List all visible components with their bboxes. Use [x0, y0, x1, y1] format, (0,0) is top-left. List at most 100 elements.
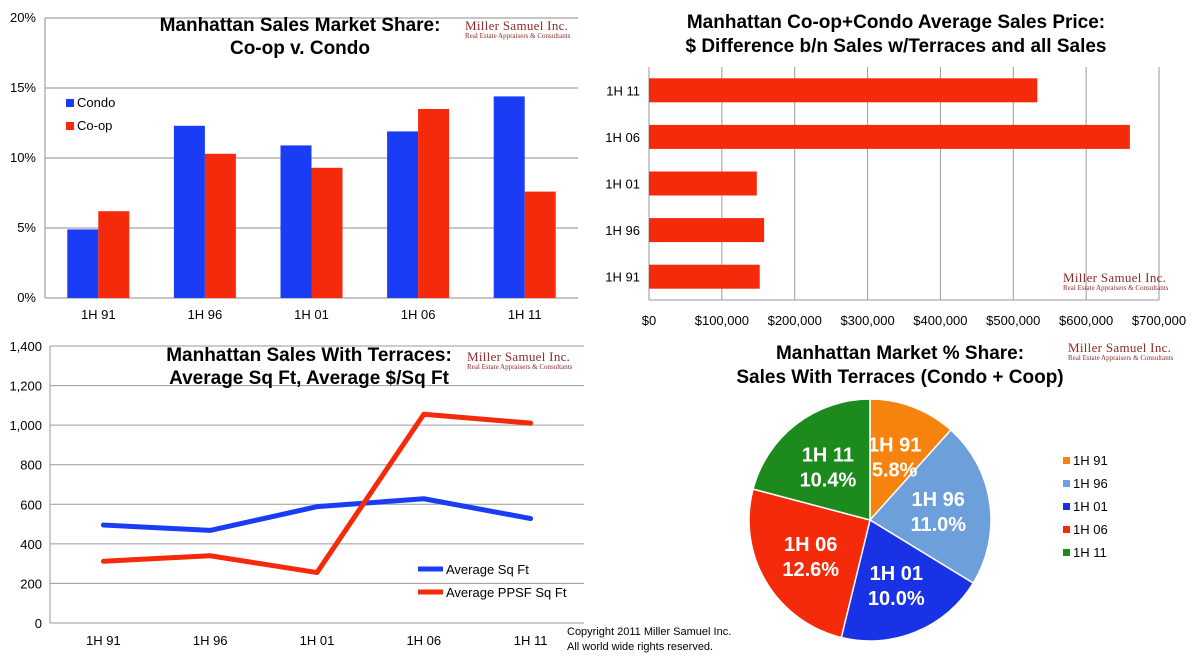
- chart-axis-labels: $0 $100,000 $200,000 $300,000 $400,000 $500,0…: [605, 83, 1186, 328]
- slice-label-1h-01: 1H 01: [870, 563, 923, 585]
- bar-1h-96: [649, 218, 765, 243]
- slice-value-1h-06: 12.6%: [782, 559, 839, 581]
- logo-name: Miller Samuel Inc.: [467, 349, 570, 364]
- bar-co-op-1h-11: [524, 191, 556, 298]
- pie-slices: [748, 398, 992, 642]
- y-tick-label: 0: [35, 616, 42, 631]
- y-tick-label: 1,000: [9, 418, 42, 433]
- legend-label: 1H 96: [1073, 476, 1108, 491]
- bar-co-op-1h-01: [311, 167, 343, 298]
- slice-label-1h-96: 1H 96: [912, 489, 965, 511]
- slice-value-1h-91: 5.8%: [872, 460, 918, 482]
- chart-title-line2: Co-op v. Condo: [230, 38, 370, 59]
- bar-condo-1h-06: [387, 131, 419, 298]
- y-tick-label: 20%: [10, 10, 36, 25]
- terrace-premium-bar-chart: $0 $100,000 $200,000 $300,000 $400,000 $500,0…: [605, 12, 1186, 328]
- x-tick-label: $500,000: [986, 313, 1040, 328]
- bar-1h-06: [649, 124, 1130, 149]
- chart-title-line1: Manhattan Co-op+Condo Average Sales Pric…: [687, 12, 1105, 33]
- legend-swatch: [1063, 480, 1070, 487]
- slice-label-1h-11: 1H 11: [802, 444, 854, 466]
- market-share-bar-chart: 0% 5% 10% 15% 20% 1H 91 1H 96 1H 01 1H 06 1H 11 C…: [10, 10, 578, 322]
- slice-1h-91: [869, 398, 952, 522]
- chart-title-line2: Average Sq Ft, Average $/Sq Ft: [169, 368, 449, 389]
- slice-label-1h-06: 1H 06: [784, 534, 837, 556]
- terraces-line-chart: 0 200 400 600 800 1,000 1,200 1,400 1H 91 1H 96 1H…: [9, 339, 584, 648]
- x-tick-label: 1H 91: [86, 633, 121, 648]
- copyright-line2: All world wide rights reserved.: [567, 641, 714, 653]
- legend-swatch: [66, 99, 74, 107]
- legend-label: 1H 11: [1073, 545, 1107, 560]
- logo-name: Miller Samuel Inc.: [1068, 340, 1171, 355]
- x-tick-label: $600,000: [1059, 313, 1113, 328]
- x-tick-label: 1H 06: [401, 307, 436, 322]
- chart-title-line1: Manhattan Market % Share:: [776, 343, 1024, 364]
- chart-title-line2: $ Difference b/n Sales w/Terraces and al…: [685, 36, 1106, 57]
- legend-label: Co-op: [77, 118, 112, 133]
- bar-condo-1h-11: [493, 96, 525, 299]
- pie-labels: 1H 91 5.8% 1H 96 11.0% 1H 01 10.0% 1H 06 12.6% 1…: [782, 435, 966, 610]
- legend-label: 1H 91: [1073, 453, 1108, 468]
- legend-label: Condo: [77, 95, 115, 110]
- slice-1h-06: [748, 488, 871, 639]
- x-tick-label: 1H 01: [300, 633, 335, 648]
- bar-condo-1h-96: [173, 125, 205, 298]
- y-tick-label: 1,400: [9, 339, 42, 354]
- chart-legend: Condo Co-op: [66, 95, 115, 133]
- x-tick-label: 1H 01: [294, 307, 329, 322]
- legend-swatch: [1063, 526, 1070, 533]
- x-tick-label: 1H 11: [508, 307, 542, 322]
- y-tick-label: 800: [20, 458, 42, 473]
- bar-co-op-1h-96: [204, 153, 236, 298]
- chart-axis-labels: 0% 5% 10% 15% 20% 1H 91 1H 96 1H 01 1H 06 1H 11: [10, 10, 542, 322]
- y-tick-label: 1H 91: [605, 270, 640, 285]
- logo-tagline: Real Estate Appraisers & Consultants: [1063, 284, 1169, 292]
- x-tick-label: 1H 06: [406, 633, 441, 648]
- chart-lines: [100, 411, 534, 576]
- y-tick-label: 200: [20, 576, 42, 591]
- legend-label: 1H 06: [1073, 522, 1108, 537]
- chart-bars: [649, 78, 1130, 289]
- slice-value-1h-01: 10.0%: [868, 588, 925, 610]
- legend-label: Average PPSF Sq Ft: [446, 585, 567, 600]
- logo-name: Miller Samuel Inc.: [465, 18, 568, 33]
- logo-name: Miller Samuel Inc.: [1063, 270, 1166, 285]
- copyright-notice: Copyright 2011 Miller Samuel Inc. All wo…: [567, 625, 731, 655]
- miller-samuel-logo: Miller Samuel Inc. Real Estate Appraiser…: [1063, 270, 1169, 292]
- chart-bars: [67, 96, 556, 299]
- x-tick-label: 1H 11: [514, 633, 548, 648]
- y-tick-label: 1H 01: [605, 177, 640, 192]
- chart-title-line1: Manhattan Sales With Terraces:: [166, 345, 452, 366]
- legend-swatch: [1063, 549, 1070, 556]
- y-tick-label: 0%: [17, 290, 36, 305]
- x-tick-label: $100,000: [695, 313, 749, 328]
- y-tick-label: 10%: [10, 150, 36, 165]
- chart-legend: 1H 91 1H 96 1H 01 1H 06 1H 11: [1063, 453, 1108, 560]
- slice-1h-96: [868, 428, 992, 585]
- slice-label-1h-91: 1H 91: [868, 435, 921, 457]
- x-tick-label: $300,000: [840, 313, 894, 328]
- x-tick-label: 1H 96: [188, 307, 223, 322]
- miller-samuel-logo: Miller Samuel Inc. Real Estate Appraiser…: [465, 18, 571, 40]
- x-tick-label: 1H 96: [193, 633, 228, 648]
- slice-value-1h-96: 11.0%: [910, 514, 966, 536]
- logo-tagline: Real Estate Appraisers & Consultants: [467, 363, 573, 371]
- bar-condo-1h-91: [67, 229, 99, 298]
- bar-co-op-1h-91: [98, 211, 130, 298]
- copyright-line1: Copyright 2011 Miller Samuel Inc.: [567, 626, 732, 638]
- chart-title-line1: Manhattan Sales Market Share:: [160, 15, 441, 36]
- line-average-sq-ft: [100, 496, 534, 533]
- miller-samuel-logo: Miller Samuel Inc. Real Estate Appraiser…: [467, 349, 573, 371]
- slice-value-1h-11: 10.4%: [800, 469, 857, 491]
- y-tick-label: 1H 11: [606, 83, 640, 98]
- x-tick-label: $400,000: [913, 313, 967, 328]
- y-tick-label: 5%: [17, 220, 36, 235]
- bar-1h-11: [649, 78, 1038, 103]
- logo-tagline: Real Estate Appraisers & Consultants: [1068, 354, 1174, 362]
- terraces-pie-chart: 1H 91 5.8% 1H 96 11.0% 1H 01 10.0% 1H 06 12.6% 1…: [736, 340, 1174, 642]
- legend-label: Average Sq Ft: [446, 562, 529, 577]
- x-tick-label: $700,000: [1132, 313, 1186, 328]
- legend-swatch: [1063, 503, 1070, 510]
- chart-legend: Average Sq Ft Average PPSF Sq Ft: [418, 562, 567, 600]
- legend-label: 1H 01: [1073, 499, 1108, 514]
